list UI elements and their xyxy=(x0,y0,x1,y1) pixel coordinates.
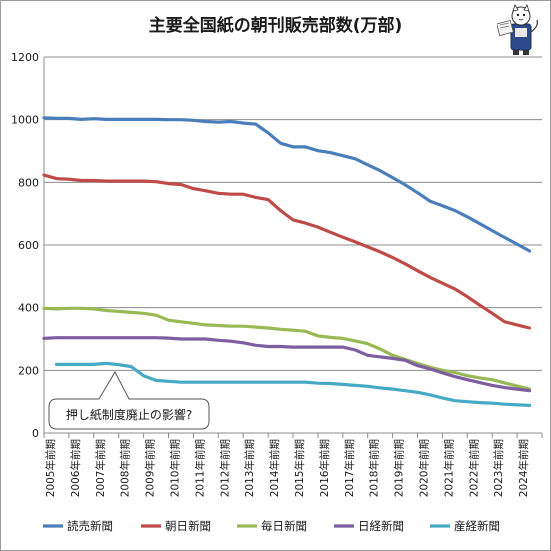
x-tick-label: 2017年前期 xyxy=(343,439,356,497)
x-tick-label: 2010年前期 xyxy=(169,439,182,497)
y-tick-label: 400 xyxy=(18,302,39,315)
annotation-callout: 押し紙制度廃止の影響? xyxy=(48,370,210,430)
y-tick-label: 0 xyxy=(32,427,39,440)
x-tick-label: 2008年前期 xyxy=(119,439,132,497)
annotation-callout-shape xyxy=(48,370,210,430)
x-tick-label: 2013年前期 xyxy=(243,439,256,497)
x-axis-tick-labels: 2005年前期 2006年前期 2007年前期 2008年前期 2009年前期 2010年… xyxy=(44,439,530,497)
series-line xyxy=(42,173,532,330)
legend: 読売新聞 朝日新聞 毎日新聞 日経新聞 産経新聞 xyxy=(43,519,500,533)
y-tick-label: 200 xyxy=(18,364,39,377)
y-tick-label: 600 xyxy=(18,239,39,252)
x-tick-label: 2020年前期 xyxy=(418,439,431,497)
legend-item: 毎日新聞 xyxy=(237,519,307,533)
legend-label: 毎日新聞 xyxy=(261,519,307,533)
x-tick-label: 2011年前期 xyxy=(193,439,206,497)
legend-label: 日経新聞 xyxy=(358,519,404,533)
x-tick-label: 2022年前期 xyxy=(467,439,480,497)
x-tick-label: 2015年前期 xyxy=(293,439,306,497)
legend-label: 産経新聞 xyxy=(454,519,500,533)
y-axis-tick-labels: 0 200 400 600 800 1000 1200 xyxy=(11,51,39,440)
legend-item: 日経新聞 xyxy=(334,519,404,533)
series-line xyxy=(42,116,532,253)
x-tick-label: 2024年前期 xyxy=(517,439,530,497)
x-tick-label: 2021年前期 xyxy=(442,439,455,497)
axes xyxy=(43,57,543,438)
x-tick-label: 2019年前期 xyxy=(393,439,406,497)
legend-item: 朝日新聞 xyxy=(141,519,211,533)
x-tick-label: 2007年前期 xyxy=(94,439,107,497)
x-tick-label: 2018年前期 xyxy=(368,439,381,497)
y-tick-label: 1200 xyxy=(11,51,39,64)
series-lines xyxy=(42,116,532,407)
gridlines xyxy=(44,56,542,371)
chart-title: 主要全国紙の朝刊販売部数(万部) xyxy=(148,16,403,36)
legend-item: 読売新聞 xyxy=(43,519,113,533)
legend-label: 読売新聞 xyxy=(67,519,113,533)
annotation-text: 押し紙制度廃止の影響? xyxy=(66,407,192,422)
x-tick-label: 2016年前期 xyxy=(318,439,331,497)
x-tick-label: 2012年前期 xyxy=(218,439,231,497)
y-tick-label: 1000 xyxy=(11,114,39,127)
x-tick-label: 2023年前期 xyxy=(492,439,505,497)
x-tick-label: 2014年前期 xyxy=(268,439,281,497)
x-tick-label: 2006年前期 xyxy=(69,439,82,497)
series-line xyxy=(54,361,532,407)
x-tick-label: 2009年前期 xyxy=(144,439,157,497)
series-line xyxy=(42,336,532,393)
y-tick-label: 800 xyxy=(18,176,39,189)
legend-item: 産経新聞 xyxy=(430,519,500,533)
legend-label: 朝日新聞 xyxy=(165,519,211,533)
series-line xyxy=(42,306,532,391)
x-tick-label: 2005年前期 xyxy=(44,439,57,497)
mascot-illustration xyxy=(497,4,538,55)
